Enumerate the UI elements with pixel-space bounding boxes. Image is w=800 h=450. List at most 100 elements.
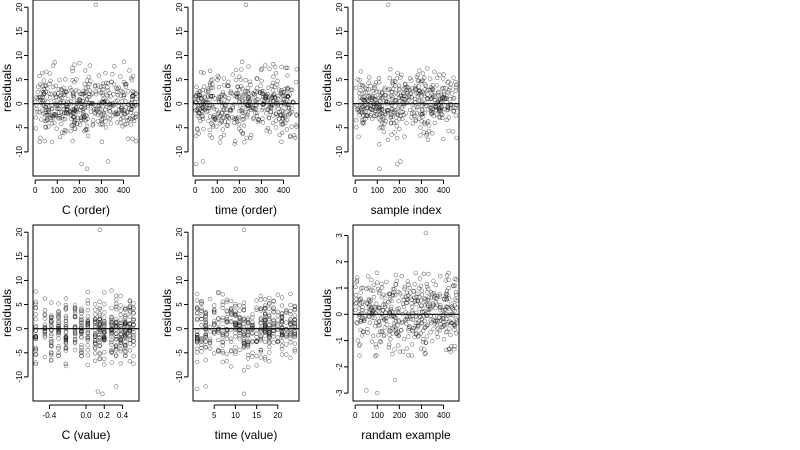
data-point	[409, 342, 415, 347]
data-point	[125, 136, 131, 141]
data-point	[258, 328, 263, 333]
data-point	[367, 93, 373, 98]
data-point	[33, 115, 38, 120]
data-point	[70, 90, 76, 95]
data-point	[200, 116, 206, 122]
data-point	[203, 320, 208, 325]
data-point	[216, 94, 222, 100]
data-point	[229, 91, 234, 96]
data-point	[433, 282, 438, 288]
data-point	[353, 307, 358, 313]
data-point	[40, 83, 45, 88]
data-point	[79, 342, 84, 348]
data-point	[267, 318, 272, 323]
data-point	[360, 83, 366, 89]
data-point	[131, 316, 136, 321]
data-point	[244, 135, 249, 141]
data-point	[356, 134, 361, 139]
data-point	[358, 327, 363, 332]
data-point	[224, 358, 230, 364]
data-point	[245, 326, 251, 332]
data-point	[378, 339, 384, 345]
data-point	[430, 301, 435, 306]
data-point	[207, 341, 213, 346]
data-point	[251, 106, 256, 112]
data-point	[91, 105, 96, 110]
data-point	[95, 83, 101, 88]
data-point	[385, 87, 391, 93]
data-point	[258, 316, 263, 321]
data-point	[89, 101, 94, 107]
data-point	[118, 348, 124, 354]
data-point	[387, 309, 392, 315]
data-point	[219, 110, 225, 115]
data-point	[411, 326, 417, 331]
data-point	[41, 78, 47, 83]
data-point	[194, 161, 199, 167]
data-point	[239, 67, 244, 72]
data-point	[102, 310, 107, 315]
data-point	[454, 277, 459, 282]
data-point	[84, 166, 90, 172]
data-point	[130, 136, 135, 142]
data-point	[432, 69, 437, 75]
data-point	[410, 313, 415, 319]
data-point	[87, 100, 92, 106]
data-point	[241, 341, 247, 346]
data-point	[44, 112, 50, 118]
y-tick-label: 20	[175, 2, 184, 11]
data-point	[85, 289, 91, 294]
data-point	[36, 84, 41, 89]
y-tick-label: 10	[15, 50, 24, 59]
data-point	[373, 342, 378, 347]
data-point	[402, 284, 407, 290]
data-points	[193, 2, 299, 172]
data-point	[199, 323, 204, 328]
data-point	[412, 282, 417, 287]
data-point	[354, 320, 359, 325]
data-point	[229, 308, 234, 313]
data-point	[63, 329, 69, 334]
data-point	[415, 72, 421, 78]
data-point	[220, 349, 225, 354]
data-point	[271, 324, 276, 329]
data-point	[254, 102, 259, 108]
data-point	[245, 356, 251, 361]
data-point	[97, 329, 102, 335]
y-tick-label: 10	[175, 50, 184, 59]
data-point	[453, 105, 459, 111]
data-point	[70, 91, 76, 97]
data-point	[97, 356, 102, 361]
data-point	[271, 306, 276, 312]
data-point	[248, 135, 253, 141]
data-points	[353, 2, 459, 172]
data-point	[398, 75, 403, 80]
x-tick-label: 200	[233, 186, 247, 195]
data-point	[224, 299, 230, 305]
data-point	[129, 77, 135, 83]
data-point	[217, 140, 223, 145]
data-point	[72, 347, 78, 353]
data-point	[47, 71, 53, 76]
data-point	[427, 76, 433, 81]
data-point	[374, 270, 380, 275]
data-point	[85, 319, 91, 324]
data-point	[353, 292, 359, 298]
data-point	[43, 110, 48, 115]
data-point	[242, 91, 247, 97]
y-tick-label: 0	[335, 312, 344, 317]
data-point	[258, 338, 263, 343]
data-point	[288, 327, 293, 332]
data-point	[358, 290, 363, 295]
data-point	[245, 103, 250, 109]
data-point	[241, 227, 247, 233]
data-point	[216, 316, 221, 321]
data-point	[237, 327, 242, 333]
data-point	[61, 106, 67, 112]
data-point	[364, 300, 369, 306]
data-point	[220, 305, 225, 311]
data-point	[406, 334, 411, 339]
data-point	[237, 320, 242, 325]
x-axis-title: randam example	[361, 428, 451, 442]
data-point	[372, 85, 377, 90]
